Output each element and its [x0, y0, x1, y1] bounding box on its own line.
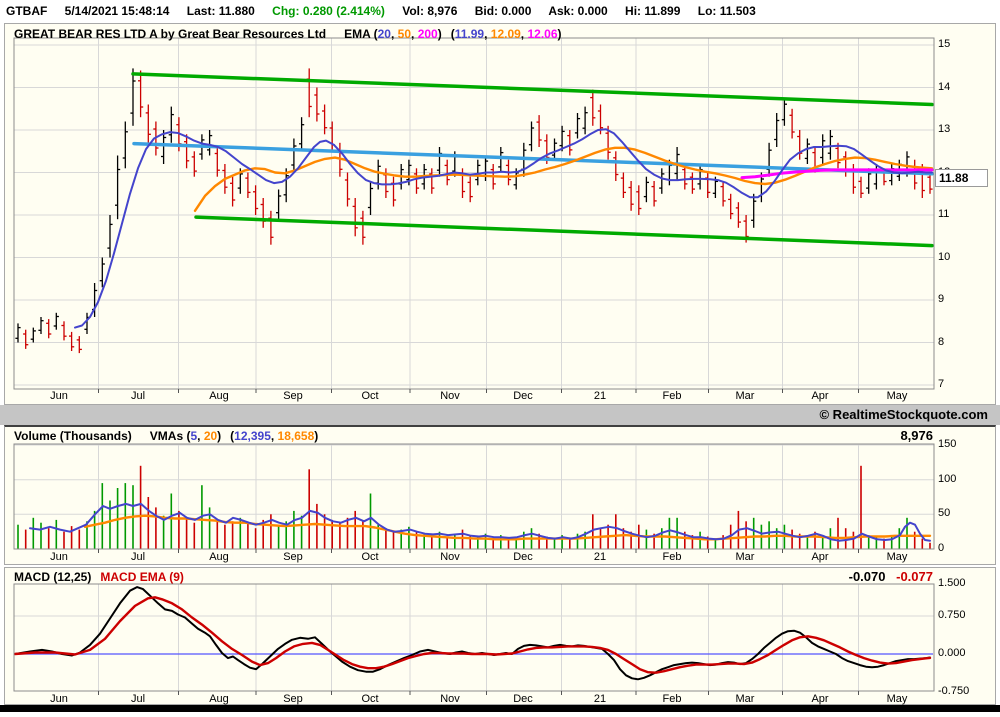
title-segment: ( — [230, 429, 235, 443]
quote-header-bar: GTBAF 5/14/2021 15:48:14 Last: 11.880 Ch… — [0, 0, 1000, 23]
title-segment: 5 — [190, 429, 198, 443]
macd-current-value: -0.070 — [848, 569, 886, 584]
title-segment: 200 — [417, 27, 438, 41]
macd-current-values: -0.070 -0.077 — [700, 569, 933, 584]
title-segment: 11.99 — [454, 27, 485, 41]
title-segment: ) — [557, 27, 562, 41]
title-segment: MACD (12,25) — [14, 570, 92, 584]
volume-pane-title: Volume (Thousands) VMAs (5, 20) (12,395, 1… — [14, 429, 318, 443]
low-field: Lo: 11.503 — [697, 4, 756, 18]
last-price-field: Last: 11.880 — [186, 4, 255, 18]
title-segment: ( — [450, 27, 455, 41]
volume-current-value: 8,976 — [900, 428, 933, 443]
title-segment: ) — [314, 429, 319, 443]
title-segment: Volume (Thousands) — [14, 429, 132, 443]
change-field: Chg: 0.280 (2.414%) — [272, 4, 385, 18]
title-segment: 20 — [203, 429, 218, 443]
title-segment: , — [484, 27, 491, 41]
volume-chart-panel — [4, 425, 996, 565]
title-segment: MACD EMA (9) — [100, 570, 184, 584]
title-segment: , — [390, 27, 398, 41]
title-segment: , — [197, 429, 204, 443]
title-segment: , — [270, 429, 278, 443]
high-field: Hi: 11.899 — [625, 4, 681, 18]
title-segment: VMAs ( — [149, 429, 191, 443]
title-segment: 12,395 — [234, 429, 271, 443]
macd-chart-panel — [4, 567, 996, 705]
title-segment: GREAT BEAR RES LTD A by Great Bear Resou… — [14, 27, 327, 41]
copyright-link[interactable]: © RealtimeStockquote.com — [819, 407, 988, 422]
title-segment: 12.09 — [490, 27, 521, 41]
title-segment: 18,658 — [277, 429, 315, 443]
macd-signal-current-value: -0.077 — [896, 569, 933, 584]
title-segment: , — [411, 27, 418, 41]
copyright-strip: © RealtimeStockquote.com — [0, 405, 1000, 425]
title-segment: 12.06 — [527, 27, 558, 41]
price-pane-title: GREAT BEAR RES LTD A by Great Bear Resou… — [14, 27, 562, 41]
title-segment: ) — [217, 429, 222, 443]
bid-field: Bid: 0.000 — [474, 4, 532, 18]
ticker-symbol: GTBAF — [6, 4, 48, 18]
ask-field: Ask: 0.000 — [548, 4, 608, 18]
title-segment: 50 — [397, 27, 412, 41]
title-segment: EMA ( — [344, 27, 378, 41]
volume-field: Vol: 8,976 — [402, 4, 458, 18]
title-segment: ) — [437, 27, 442, 41]
bottom-black-bar — [0, 705, 1000, 712]
price-chart-panel — [4, 23, 996, 405]
quote-datetime: 5/14/2021 15:48:14 — [64, 4, 170, 18]
title-segment: , — [520, 27, 528, 41]
last-price-axis-box: 11.88 — [935, 169, 988, 187]
title-segment: 20 — [377, 27, 391, 41]
macd-pane-title: MACD (12,25) MACD EMA (9) — [14, 570, 184, 584]
